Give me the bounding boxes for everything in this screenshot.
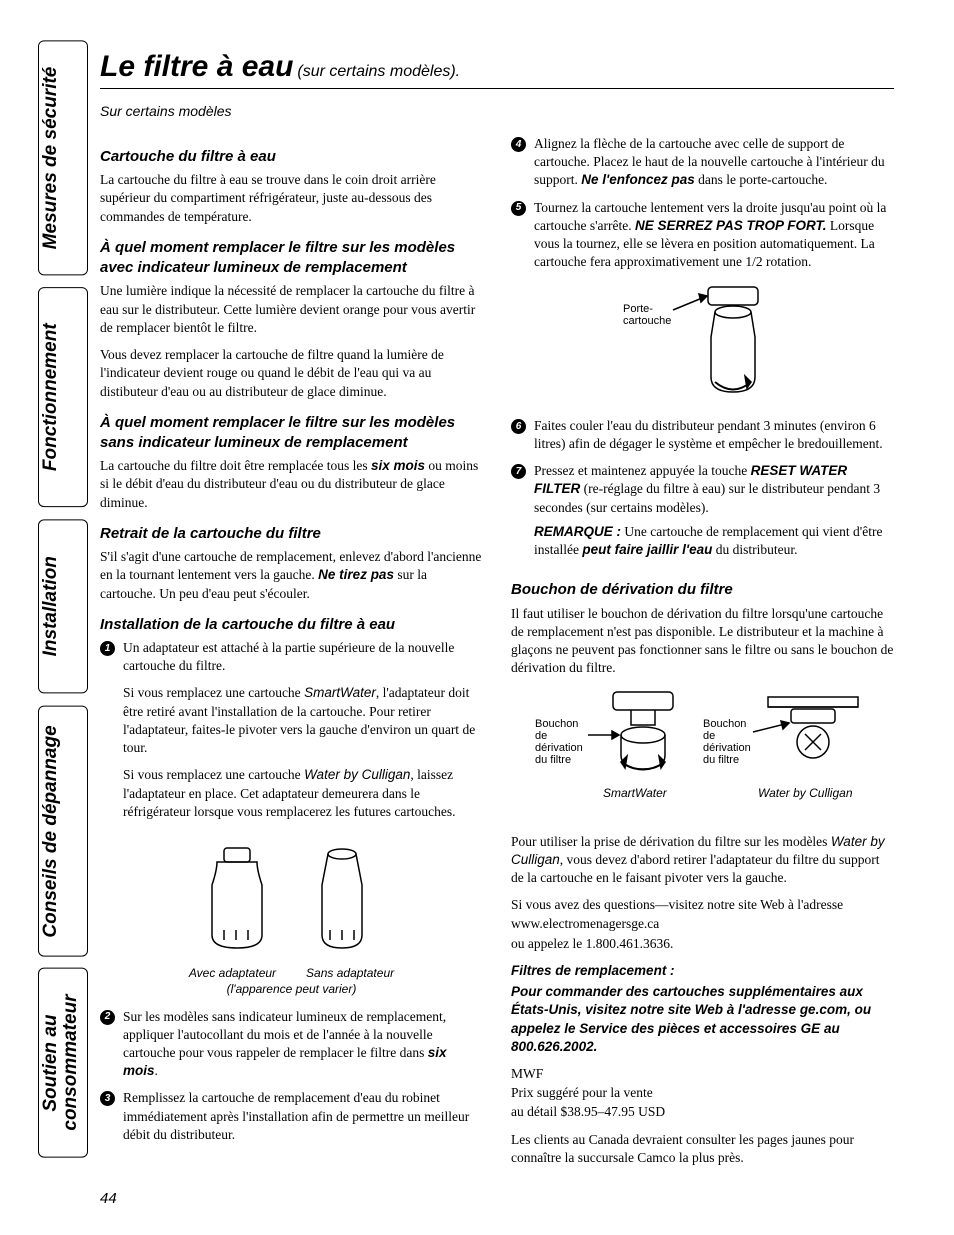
step-bullet: 7 — [511, 464, 526, 479]
text: . — [155, 1063, 158, 1078]
tab-support[interactable]: Soutien au consommateur — [38, 968, 88, 1158]
tab-safety[interactable]: Mesures de sécurité — [38, 40, 88, 275]
para: Une lumière indique la nécessité de remp… — [100, 282, 483, 337]
para-order-info: Pour commander des cartouches supplément… — [511, 983, 894, 1056]
para: ou appelez le 1.800.461.3636. — [511, 935, 894, 953]
fig-caption: Avec adaptateur — [189, 965, 276, 981]
side-tabs: Mesures de sécurité Fonctionnement Insta… — [38, 40, 88, 1170]
text: du distributeur. — [712, 542, 797, 557]
figure-holder: Porte- cartouche — [511, 282, 894, 407]
step-6: 6 Faites couler l'eau du distributeur pe… — [511, 417, 894, 453]
step-text: Faites couler l'eau du distributeur pend… — [534, 417, 894, 453]
right-column: 4 Alignez la flèche de la cartouche avec… — [511, 135, 894, 1176]
svg-text:Bouchon: Bouchon — [703, 718, 746, 730]
svg-text:Bouchon: Bouchon — [535, 718, 578, 730]
tab-troubleshoot[interactable]: Conseils de dépannage — [38, 706, 88, 957]
heading-cartridge: Cartouche du filtre à eau — [100, 147, 483, 167]
step-text: Pressez et maintenez appuyée la touche R… — [534, 462, 894, 568]
tab-install[interactable]: Installation — [38, 519, 88, 693]
heading-when-replace-light: À quel moment remplacer le filtre sur le… — [100, 238, 483, 279]
step-3: 3 Remplissez la cartouche de remplacemen… — [100, 1089, 483, 1144]
text: dans le porte-cartouche. — [695, 172, 828, 187]
remark: REMARQUE : Une cartouche de remplacement… — [534, 523, 894, 559]
heading-replacement-filters: Filtres de remplacement : — [511, 962, 894, 980]
heading-remove: Retrait de la cartouche du filtre — [100, 524, 483, 544]
bold-text: NE SERREZ PAS TROP FORT. — [635, 218, 827, 233]
text: Sur les modèles sans indicateur lumineux… — [123, 1009, 446, 1060]
step-2: 2 Sur les modèles sans indicateur lumine… — [100, 1008, 483, 1081]
step-5: 5 Tournez la cartouche lentement vers la… — [511, 199, 894, 272]
heading-bypass: Bouchon de dérivation du filtre — [511, 580, 894, 600]
step-text: Sur les modèles sans indicateur lumineux… — [123, 1008, 483, 1081]
step-text: Si vous remplacez une cartouche SmartWat… — [123, 684, 483, 757]
svg-text:dérivation: dérivation — [535, 742, 583, 754]
heading-install: Installation de la cartouche du filtre à… — [100, 615, 483, 635]
step-bullet: 5 — [511, 201, 526, 216]
bold-text: Ne l'enfoncez pas — [581, 172, 695, 187]
text: (re-réglage du filtre à eau) sur le dist… — [534, 481, 880, 514]
left-column: Cartouche du filtre à eau La cartouche d… — [100, 135, 483, 1176]
remark-label: REMARQUE : — [534, 524, 621, 539]
text: Si vous remplacez une cartouche — [123, 767, 304, 782]
step-bullet: 3 — [100, 1091, 115, 1106]
holder-icon: Porte- cartouche — [603, 282, 803, 402]
bold-text: Ne tirez pas — [318, 567, 394, 582]
fig-caption: Sans adaptateur — [306, 965, 394, 981]
step-4: 4 Alignez la flèche de la cartouche avec… — [511, 135, 894, 190]
para: La cartouche du filtre doit être remplac… — [100, 457, 483, 512]
page-title-sub: (sur certains modèles). — [297, 63, 460, 80]
bypass-icon: Bouchon de dérivation du filtre Bouchon … — [533, 687, 873, 817]
text: Pressez et maintenez appuyée la touche — [534, 463, 751, 478]
heading-when-replace-nolight: À quel moment remplacer le filtre sur le… — [100, 413, 483, 454]
step-7: 7 Pressez et maintenez appuyée la touche… — [511, 462, 894, 568]
text: La cartouche du filtre doit être remplac… — [100, 458, 371, 473]
step-bullet: 2 — [100, 1010, 115, 1025]
step-bullet: 1 — [100, 641, 115, 656]
svg-text:dérivation: dérivation — [703, 742, 751, 754]
brand: Water by Culligan — [304, 767, 410, 782]
step-text: Si vous remplacez une cartouche Water by… — [123, 766, 483, 821]
text: Pour utiliser la prise de dérivation du … — [511, 834, 831, 849]
svg-text:cartouche: cartouche — [623, 315, 671, 327]
subtitle-hint: Sur certains modèles — [100, 103, 894, 119]
cartridge-icon — [182, 840, 402, 960]
figure-cartridges: Avec adaptateur Sans adaptateur (l'appar… — [100, 840, 483, 998]
para: La cartouche du filtre à eau se trouve d… — [100, 171, 483, 226]
bold-text: peut faire jaillir l'eau — [582, 542, 712, 557]
para: Pour utiliser la prise de dérivation du … — [511, 833, 894, 888]
fig-note: (l'apparence peut varier) — [100, 981, 483, 997]
tab-operation[interactable]: Fonctionnement — [38, 287, 88, 507]
svg-text:de: de — [535, 730, 547, 742]
para: Il faut utiliser le bouchon de dérivatio… — [511, 605, 894, 678]
step-bullet: 6 — [511, 419, 526, 434]
svg-text:du filtre: du filtre — [535, 754, 571, 766]
text: Si vous remplacez une cartouche — [123, 685, 304, 700]
step-text: Alignez la flèche de la cartouche avec c… — [534, 135, 894, 190]
price: au détail $38.95–47.95 USD — [511, 1103, 894, 1121]
page-title: Le filtre à eau — [100, 50, 293, 83]
step-bullet: 4 — [511, 137, 526, 152]
step-1: 1 Un adaptateur est attaché à la partie … — [100, 639, 483, 830]
para: Si vous avez des questions—visitez notre… — [511, 896, 894, 932]
step-text: Remplissez la cartouche de remplacement … — [123, 1089, 483, 1144]
sku: MWF — [511, 1065, 894, 1083]
bold-text: six mois — [371, 458, 425, 473]
para: Vous devez remplacer la cartouche de fil… — [100, 346, 483, 401]
para: S'il s'agit d'une cartouche de remplacem… — [100, 548, 483, 603]
price-label: Prix suggéré pour la vente — [511, 1084, 894, 1102]
brand: SmartWater — [304, 685, 376, 700]
page-number: 44 — [100, 1190, 117, 1207]
svg-text:du filtre: du filtre — [703, 754, 739, 766]
step-text: Tournez la cartouche lentement vers la d… — [534, 199, 894, 272]
title-row: Le filtre à eau (sur certains modèles). — [100, 50, 894, 89]
text: , vous devez d'abord retirer l'adaptateu… — [511, 852, 880, 885]
fig-label-culligan: Water by Culligan — [758, 786, 853, 800]
fig-label-smartwater: SmartWater — [603, 786, 668, 800]
content-columns: Cartouche du filtre à eau La cartouche d… — [100, 135, 894, 1176]
svg-text:Porte-: Porte- — [623, 303, 653, 315]
step-text: Un adaptateur est attaché à la partie su… — [123, 639, 483, 675]
svg-text:de: de — [703, 730, 715, 742]
figure-bypass: Bouchon de dérivation du filtre Bouchon … — [511, 687, 894, 822]
para: Les clients au Canada devraient consulte… — [511, 1131, 894, 1167]
